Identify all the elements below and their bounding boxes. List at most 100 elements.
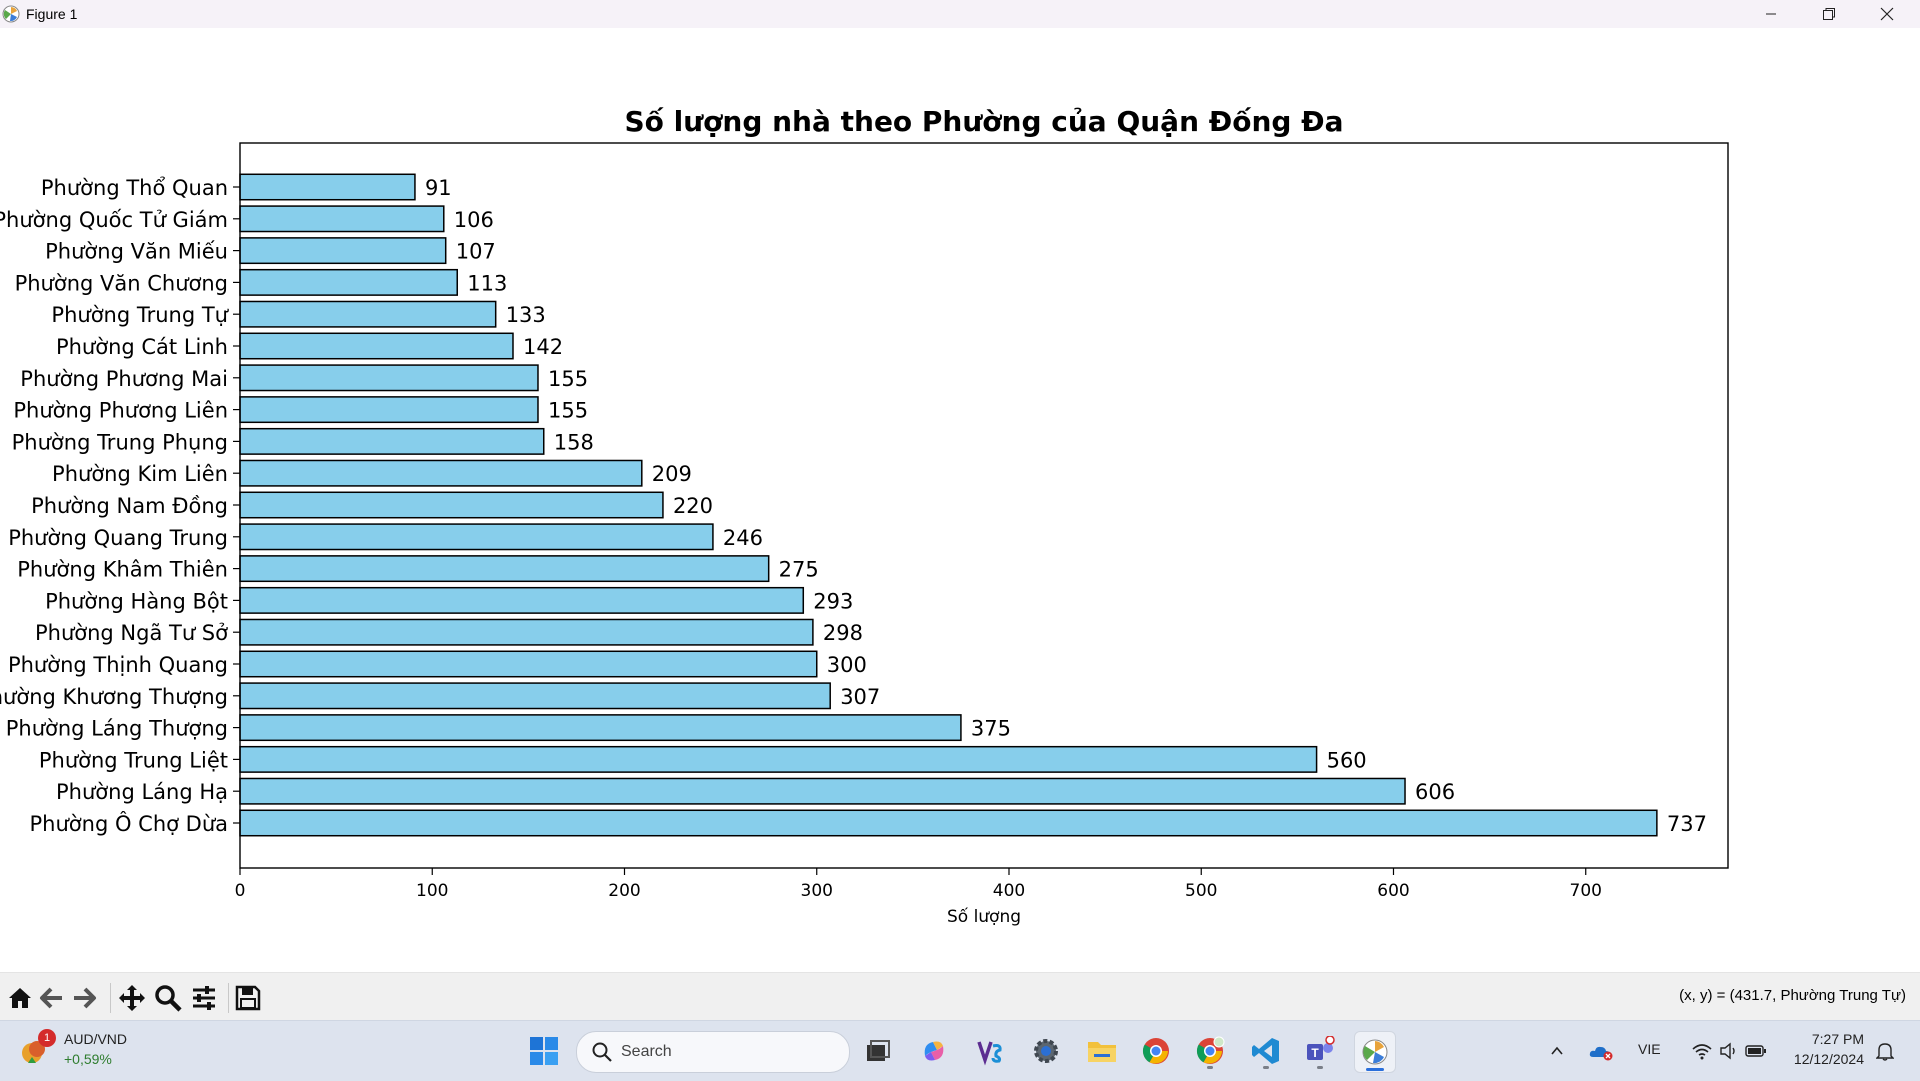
chrome-profile-button[interactable] [1190,1031,1230,1071]
bar [239,618,814,646]
task-view-button[interactable] [858,1031,898,1071]
bar-value-label: 113 [467,271,507,295]
bar-value-label: 293 [813,589,853,613]
widget-badge: 1 [38,1029,56,1047]
y-tick-label: Phường Quang Trung [8,526,228,550]
bar-value-label: 142 [523,335,563,359]
y-tick-label: Phường Nam Đồng [31,494,228,518]
home-button[interactable] [4,983,36,1013]
bar-value-label: 375 [971,717,1011,741]
windows-taskbar: 1 AUD/VND +0,59% Search T [0,1020,1920,1081]
x-tick-label: 700 [1570,881,1602,901]
volume-icon [1720,1042,1735,1060]
configure-subplots-button[interactable] [188,983,220,1013]
chrome-profile-icon [1196,1036,1225,1064]
teams-icon: T [1307,1036,1335,1060]
close-button[interactable] [1858,0,1916,28]
bar-value-label: 298 [823,621,863,645]
notifications-button[interactable] [1870,1031,1900,1071]
start-button[interactable] [524,1031,564,1071]
window-title: Figure 1 [26,6,78,22]
save-button[interactable] [232,983,264,1013]
toolbar-separator [228,983,229,1013]
bar [239,523,714,551]
bar [239,555,770,583]
bar [239,459,643,487]
wifi-icon [1692,1044,1712,1060]
currency-widget-icon [22,1041,45,1063]
back-button[interactable] [36,983,68,1013]
bar [239,332,514,360]
x-tick-label: 0 [235,881,246,901]
forward-button[interactable] [68,983,100,1013]
onedrive-button[interactable] [1584,1031,1618,1071]
chrome-button[interactable] [1136,1031,1176,1071]
clock-time[interactable]: 7:27 PM [1811,1031,1864,1047]
y-tick-label: Phường Thịnh Quang [8,653,228,677]
active-indicator [1366,1068,1384,1071]
search-placeholder: Search [621,1043,672,1060]
navigation-toolbar: (x, y) = (431.7, Phường Trung Tự) [0,972,1920,1021]
bar-value-label: 133 [506,303,546,327]
bar-value-label: 155 [548,367,588,391]
y-tick-label: Phường Phương Liên [13,399,228,423]
home-icon [9,988,31,1008]
file-explorer-icon [1088,1042,1116,1062]
y-tick-label: Phường Láng Hạ [56,780,228,804]
x-tick-label: 300 [801,881,833,901]
widget-currency-change: +0,59% [64,1051,112,1067]
taskbar-search[interactable]: Search [576,1031,850,1073]
bar [239,396,539,424]
forward-arrow-icon [74,987,96,1009]
pan-button[interactable] [116,983,148,1013]
chrome-icon [1142,1038,1169,1064]
copilot-button[interactable] [914,1031,954,1071]
clock-date[interactable]: 12/12/2024 [1793,1051,1864,1067]
matplotlib-figure-button[interactable] [1354,1031,1396,1073]
y-tick-label: Phường Hàng Bột [45,589,228,613]
y-tick-label: Phường Kim Liên [52,462,228,486]
copilot-icon [924,1041,944,1061]
bar-value-label: 106 [454,208,494,232]
bar [239,205,445,233]
battery-icon [1745,1045,1766,1057]
zoom-button[interactable] [152,983,184,1013]
input-language[interactable]: VIE [1638,1041,1661,1057]
bar [239,237,447,265]
widget-currency-pair: AUD/VND [64,1031,128,1047]
svg-text:T: T [1311,1046,1319,1060]
settings-gear-icon [1034,1039,1058,1063]
back-arrow-icon [40,987,62,1009]
bar [239,650,818,678]
show-hidden-icons-button[interactable] [1542,1031,1572,1071]
weather-widget[interactable]: 1 [14,1029,56,1071]
vscode-button[interactable] [1246,1031,1286,1071]
coordinate-readout: (x, y) = (431.7, Phường Trung Tự) [1679,987,1906,1004]
bar-value-label: 91 [425,176,452,200]
y-tick-label: Phường Văn Chương [15,271,228,295]
bar [239,714,962,742]
minimize-button[interactable] [1742,0,1800,28]
restore-button[interactable] [1800,0,1858,28]
save-floppy-icon [235,985,261,1011]
bar-value-label: 246 [723,526,763,550]
zoom-magnifier-icon [155,985,182,1012]
bar-value-label: 107 [456,240,496,264]
bar-value-label: 737 [1667,812,1707,836]
onedrive-error-icon [1589,1046,1613,1061]
network-volume-battery-button[interactable] [1684,1031,1774,1071]
teams-button[interactable]: T [1300,1031,1340,1071]
bar-value-label: 275 [779,558,819,582]
minimize-icon [1766,13,1776,15]
x-axis-label: Số lượng [947,906,1021,927]
file-explorer-button[interactable] [1082,1031,1122,1071]
bar [239,268,458,296]
bar [239,809,1658,837]
visual-studio-installer-button[interactable] [970,1031,1010,1071]
bar-value-label: 158 [554,430,594,454]
chart-title: Số lượng nhà theo Phường của Quận Đống Đ… [624,105,1343,138]
configure-subplots-icon [193,986,215,1010]
figure-canvas[interactable]: Số lượng nhà theo Phường của Quận Đống Đ… [0,28,1920,972]
y-tick-label: Phường Thổ Quan [41,176,228,200]
settings-button[interactable] [1026,1031,1066,1071]
